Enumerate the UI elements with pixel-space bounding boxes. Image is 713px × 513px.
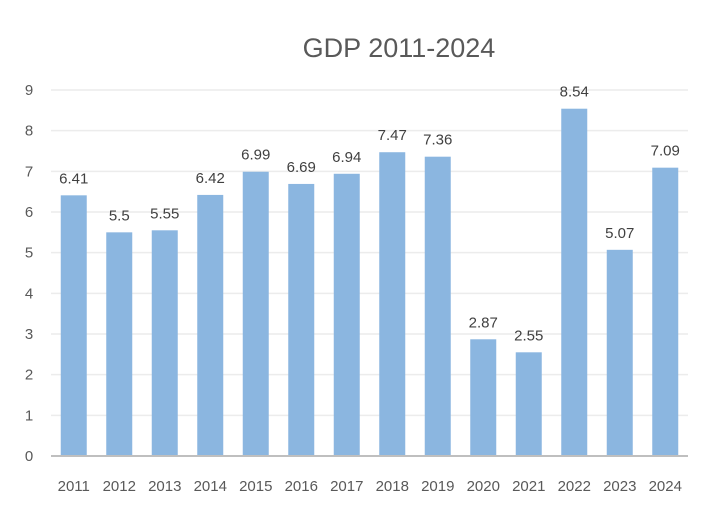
x-tick-label: 2022 bbox=[558, 478, 591, 495]
data-label: 2.87 bbox=[469, 314, 498, 331]
y-tick-label: 3 bbox=[25, 326, 33, 343]
y-tick-label: 9 bbox=[25, 82, 33, 99]
x-tick-label: 2021 bbox=[512, 478, 545, 495]
data-label: 5.07 bbox=[605, 225, 634, 242]
bar-2019 bbox=[424, 156, 451, 456]
y-axis-ticks: 0 1 2 3 4 5 6 7 8 9 bbox=[25, 82, 33, 465]
data-label: 7.09 bbox=[651, 143, 680, 160]
x-tick-label: 2024 bbox=[649, 478, 682, 495]
data-labels: 6.41 5.5 5.55 6.42 6.99 6.69 6.94 7.47 7.36 2.87 2… bbox=[59, 84, 680, 345]
chart-title: GDP 2011-2024 bbox=[303, 33, 496, 63]
x-tick-label: 2015 bbox=[239, 478, 272, 495]
x-tick-label: 2020 bbox=[467, 478, 500, 495]
y-tick-label: 1 bbox=[25, 407, 33, 424]
gridlines bbox=[51, 89, 688, 417]
data-label: 6.41 bbox=[59, 170, 88, 187]
bar-2015 bbox=[242, 171, 269, 457]
bar-2018 bbox=[379, 152, 406, 456]
x-tick-label: 2012 bbox=[103, 478, 136, 495]
y-tick-label: 2 bbox=[25, 367, 33, 384]
bar-2020 bbox=[470, 339, 497, 456]
data-label: 5.5 bbox=[109, 207, 130, 224]
bar-2011 bbox=[60, 195, 87, 456]
x-tick-label: 2018 bbox=[376, 478, 409, 495]
bars bbox=[60, 108, 679, 457]
bar-2012 bbox=[106, 232, 133, 456]
bar-2021 bbox=[515, 352, 542, 456]
x-tick-label: 2011 bbox=[58, 478, 90, 495]
bar-2013 bbox=[151, 230, 178, 456]
data-label: 8.54 bbox=[560, 84, 589, 101]
y-tick-label: 6 bbox=[25, 204, 33, 221]
x-tick-label: 2019 bbox=[421, 478, 454, 495]
y-tick-label: 4 bbox=[25, 285, 33, 302]
bar-2014 bbox=[197, 194, 224, 457]
bar-2023 bbox=[606, 249, 633, 456]
x-axis-ticks: 2011 2012 2013 2014 2015 2016 2017 2018 2019 2020… bbox=[58, 478, 682, 495]
data-label: 6.69 bbox=[287, 159, 316, 176]
bar-2022 bbox=[561, 108, 588, 456]
data-label: 7.36 bbox=[423, 132, 452, 149]
data-label: 7.47 bbox=[378, 127, 407, 144]
bar-2016 bbox=[288, 183, 315, 456]
y-tick-label: 8 bbox=[25, 123, 33, 140]
bar-2017 bbox=[333, 173, 360, 457]
bar-2024 bbox=[652, 167, 679, 456]
x-tick-label: 2017 bbox=[330, 478, 363, 495]
y-tick-label: 0 bbox=[25, 448, 33, 465]
data-label: 6.94 bbox=[332, 149, 361, 166]
y-tick-label: 5 bbox=[25, 245, 33, 262]
x-tick-label: 2016 bbox=[285, 478, 318, 495]
data-label: 6.42 bbox=[196, 170, 225, 187]
data-label: 2.55 bbox=[514, 327, 543, 344]
data-label: 6.99 bbox=[241, 147, 270, 164]
x-tick-label: 2013 bbox=[148, 478, 181, 495]
x-tick-label: 2023 bbox=[603, 478, 636, 495]
y-tick-label: 7 bbox=[25, 163, 33, 180]
x-tick-label: 2014 bbox=[194, 478, 227, 495]
data-label: 5.55 bbox=[150, 205, 179, 222]
